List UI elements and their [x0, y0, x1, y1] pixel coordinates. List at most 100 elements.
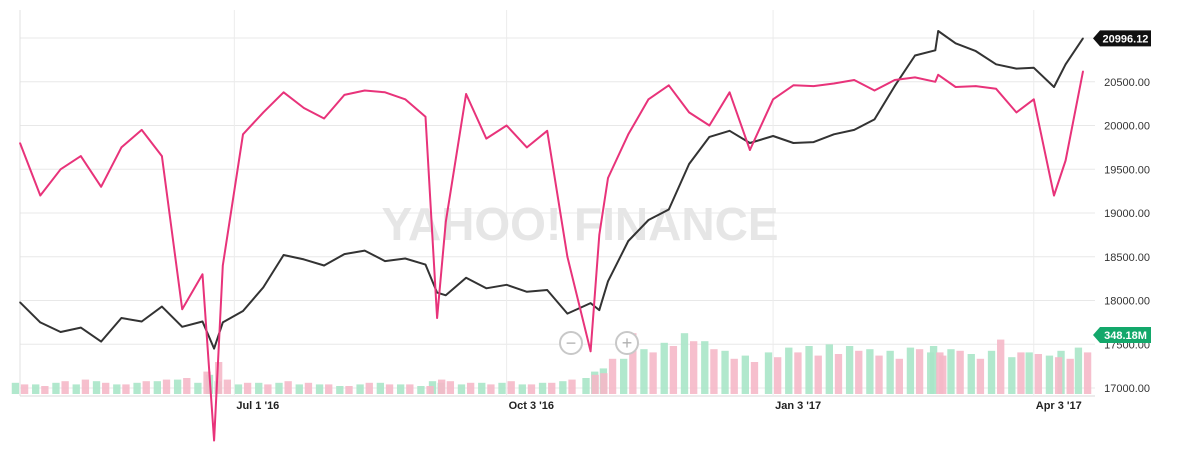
data-point — [1053, 194, 1055, 197]
data-point — [546, 289, 548, 291]
volume-bar — [275, 382, 283, 394]
volume-bar — [396, 384, 405, 394]
data-point — [589, 302, 592, 304]
volume-bar — [295, 384, 303, 394]
volume-bar — [939, 355, 947, 394]
data-point — [688, 163, 690, 165]
data-point — [853, 79, 855, 81]
data-point — [465, 276, 467, 279]
y-tick-label: 20500.00 — [1104, 77, 1150, 89]
volume-bar — [649, 352, 657, 394]
data-point — [181, 308, 184, 311]
volume-bar — [855, 350, 863, 394]
volume-bar — [640, 349, 648, 394]
volume-bar — [264, 384, 272, 394]
data-point — [59, 168, 62, 171]
data-point — [323, 264, 325, 267]
last-price-label: 20996.12 — [1103, 33, 1149, 45]
volume-bar — [976, 358, 985, 394]
volume-bar — [741, 355, 749, 394]
data-point — [262, 111, 265, 114]
data-point — [833, 82, 835, 85]
volume-bar — [895, 358, 903, 394]
data-point — [100, 340, 102, 343]
y-tick-label: 19000.00 — [1104, 208, 1150, 220]
volume-bar — [997, 339, 1005, 394]
data-point — [1032, 66, 1035, 69]
data-point — [1053, 86, 1055, 88]
data-point — [39, 321, 42, 324]
data-point — [444, 220, 447, 223]
data-point — [303, 258, 305, 261]
data-point — [465, 93, 467, 95]
volume-bar — [173, 379, 182, 394]
data-point — [914, 54, 916, 57]
data-point — [647, 219, 650, 221]
data-point — [873, 89, 876, 92]
data-point — [772, 135, 774, 137]
data-point — [424, 263, 427, 266]
data-point — [384, 91, 386, 94]
data-point — [19, 142, 21, 144]
volume-bar — [203, 371, 211, 394]
volume-bar — [967, 354, 975, 394]
volume-bar — [457, 384, 466, 394]
zoom-out-button[interactable]: − — [559, 331, 583, 355]
data-point — [598, 309, 601, 311]
volume-bar — [11, 382, 20, 394]
data-point — [19, 301, 21, 304]
last-volume-flag-shape — [1093, 327, 1151, 343]
data-point — [485, 137, 488, 140]
data-point — [688, 111, 690, 114]
data-point — [995, 63, 997, 66]
data-point — [444, 294, 447, 297]
volume-bar — [750, 362, 759, 394]
volume-bar — [785, 347, 793, 394]
volume-bar — [518, 384, 526, 394]
watermark: YAHOO! FINANCE — [382, 198, 779, 250]
volume-bar — [61, 381, 69, 394]
zoom-out-icon[interactable] — [559, 331, 583, 355]
volume-bar — [1074, 347, 1083, 394]
volume-bar — [214, 362, 223, 394]
volume-bar — [406, 384, 414, 394]
volume-bar — [183, 378, 191, 394]
data-point — [589, 350, 592, 353]
data-point — [140, 129, 143, 131]
volume-bar — [538, 382, 547, 394]
data-point — [937, 30, 939, 32]
volume-bar — [629, 333, 637, 394]
volume-bar — [162, 379, 171, 394]
data-point — [647, 98, 650, 101]
data-point — [995, 87, 997, 90]
volume-bar — [1025, 352, 1033, 394]
data-point — [343, 94, 346, 96]
volume-bar — [345, 386, 353, 394]
volume-bar — [478, 382, 486, 394]
data-point — [221, 321, 224, 324]
data-point — [343, 253, 346, 255]
data-point — [242, 310, 244, 312]
volume-bar — [1034, 354, 1043, 394]
volume-bar — [689, 341, 698, 394]
volume-bar — [255, 382, 263, 394]
zoom-in-icon[interactable] — [615, 331, 639, 355]
data-point — [59, 331, 62, 333]
data-point — [893, 79, 896, 81]
data-point — [1064, 159, 1067, 162]
data-point — [404, 98, 407, 101]
volume-bar — [194, 382, 202, 394]
data-point — [934, 49, 937, 52]
data-point — [853, 129, 855, 131]
volume-bar — [72, 384, 80, 394]
volume-bar — [608, 358, 617, 394]
data-point — [1064, 63, 1067, 66]
last-price-flag: 20996.12 — [1093, 30, 1151, 47]
zoom-in-button[interactable]: + — [615, 331, 639, 355]
data-point — [100, 185, 102, 188]
volume-bar — [153, 381, 162, 394]
volume-bar — [947, 349, 955, 394]
data-point — [1032, 98, 1035, 101]
data-point — [221, 264, 224, 267]
